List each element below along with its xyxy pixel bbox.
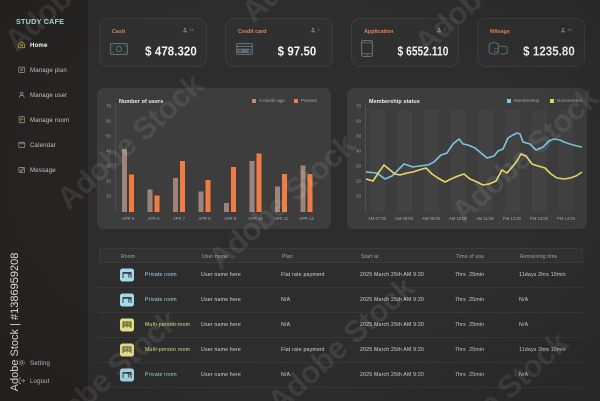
svg-text:PM 14:00: PM 14:00 <box>557 216 576 221</box>
svg-text:APR 5: APR 5 <box>122 216 135 221</box>
svg-text:40: 40 <box>356 149 361 154</box>
svg-text:60: 60 <box>106 119 111 124</box>
svg-text:70: 70 <box>356 104 361 109</box>
svg-text:60: 60 <box>356 119 361 124</box>
svg-text:70: 70 <box>106 104 111 109</box>
svg-text:APR 8: APR 8 <box>198 216 211 221</box>
svg-text:50: 50 <box>106 134 111 139</box>
svg-text:AM 07:00: AM 07:00 <box>368 216 387 221</box>
svg-text:APR 10: APR 10 <box>248 216 263 221</box>
svg-text:APR 6: APR 6 <box>147 216 160 221</box>
svg-text:50: 50 <box>356 134 361 139</box>
svg-text:AM 10:00: AM 10:00 <box>449 216 468 221</box>
svg-text:10: 10 <box>106 194 111 199</box>
svg-text:AM 08:00: AM 08:00 <box>395 216 414 221</box>
svg-text:30: 30 <box>356 164 361 169</box>
svg-text:APR 7: APR 7 <box>173 216 186 221</box>
svg-text:PM 13:00: PM 13:00 <box>530 216 549 221</box>
svg-text:APR 11: APR 11 <box>274 216 289 221</box>
svg-text:APR 12: APR 12 <box>299 216 314 221</box>
svg-text:AM 11:00: AM 11:00 <box>476 216 494 221</box>
svg-text:AM 09:00: AM 09:00 <box>422 216 441 221</box>
svg-text:20: 20 <box>356 179 361 184</box>
svg-text:20: 20 <box>106 179 111 184</box>
svg-text:PM 12:00: PM 12:00 <box>503 216 522 221</box>
svg-text:APR 9: APR 9 <box>224 216 237 221</box>
svg-text:10: 10 <box>356 194 361 199</box>
svg-text:30: 30 <box>106 164 111 169</box>
svg-text:40: 40 <box>106 149 111 154</box>
